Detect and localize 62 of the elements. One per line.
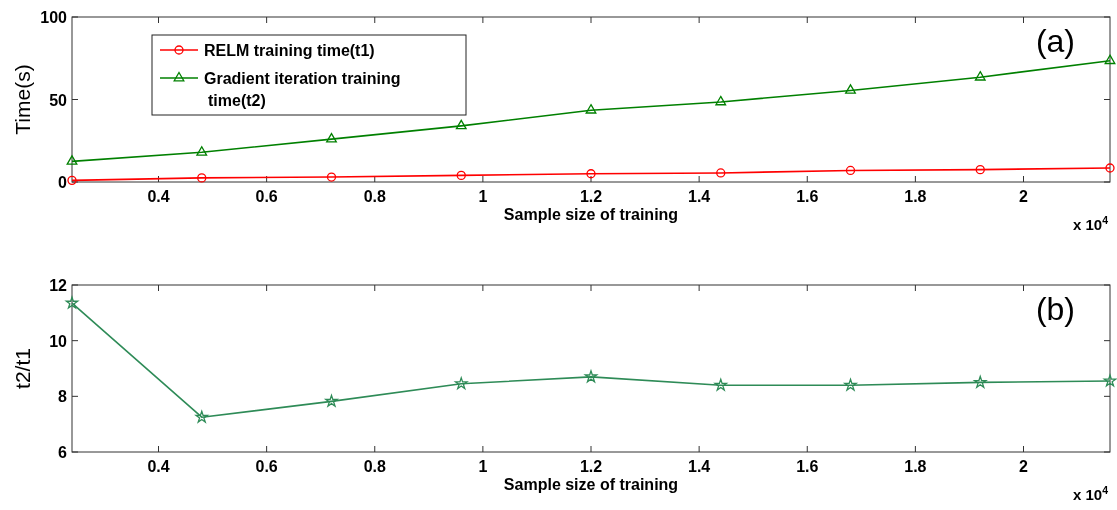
x-tick-label: 1	[478, 458, 488, 475]
x-tick-label: 1.2	[579, 188, 603, 205]
point	[195, 410, 209, 423]
point	[845, 84, 856, 94]
x-tick-label: 1.2	[579, 458, 603, 475]
x-tick-label: 2	[1019, 458, 1029, 475]
point	[454, 377, 468, 390]
point	[844, 378, 857, 391]
x-tick-label: 2	[1019, 188, 1029, 205]
point	[845, 165, 856, 176]
point	[66, 155, 78, 165]
y-tick-label: 10	[49, 332, 68, 350]
point	[326, 132, 337, 143]
x-tick-label: 1	[478, 188, 488, 205]
legend-label: RELM training time(t1)	[204, 42, 375, 59]
point	[714, 378, 728, 391]
y-tick-label: 0	[58, 174, 68, 191]
point	[973, 375, 987, 388]
x-tick-label: 0.8	[363, 188, 386, 205]
x-axis-title: Sample size of training	[503, 476, 679, 493]
x-tick-label: 1.8	[904, 188, 927, 205]
x-tick-label: 0.4	[147, 458, 170, 475]
point	[455, 119, 467, 130]
y-axis-title: Time(s)	[11, 64, 34, 135]
x-tick-label: 0.6	[255, 458, 278, 475]
point	[456, 170, 466, 181]
x-tick-label: 0.4	[147, 188, 170, 205]
point	[586, 169, 596, 179]
legend-label: Gradient iteration training time(t2)	[204, 70, 401, 109]
y-tick-label: 8	[58, 388, 68, 406]
point	[196, 146, 208, 156]
point	[585, 104, 597, 114]
x-axis-title: Sample size of training	[503, 206, 679, 223]
x-tick-label: 1.6	[796, 188, 819, 205]
point	[326, 172, 337, 182]
y-tick-label: 100	[40, 9, 68, 26]
x-tick-label: 1.8	[904, 458, 927, 475]
point	[716, 168, 726, 178]
point	[1105, 163, 1115, 173]
y-axis-title: t2/t1	[11, 348, 34, 389]
point	[1104, 54, 1116, 65]
point	[975, 164, 985, 175]
x-tick-label: 0.8	[363, 458, 386, 475]
text: x 10$^{4}$	[1072, 214, 1109, 233]
x-tick-label: 1.4	[688, 458, 711, 475]
annotation: (b)	[1035, 291, 1075, 327]
y-tick-label: 12	[49, 277, 68, 294]
y-tick-label: 50	[49, 91, 68, 109]
y-tick-label: 6	[58, 444, 68, 461]
text: x 10$^{4}$	[1072, 484, 1109, 503]
point	[974, 71, 986, 81]
x-tick-label: 0.6	[255, 188, 278, 205]
annotation: (a)	[1035, 23, 1075, 59]
point	[197, 173, 207, 183]
x-tick-label: 1.4	[688, 188, 711, 205]
point	[325, 394, 338, 407]
point	[1103, 374, 1117, 387]
x-tick-label: 1.6	[796, 458, 819, 475]
point	[67, 175, 77, 185]
point	[65, 296, 79, 309]
point	[584, 370, 598, 383]
point	[715, 95, 727, 106]
